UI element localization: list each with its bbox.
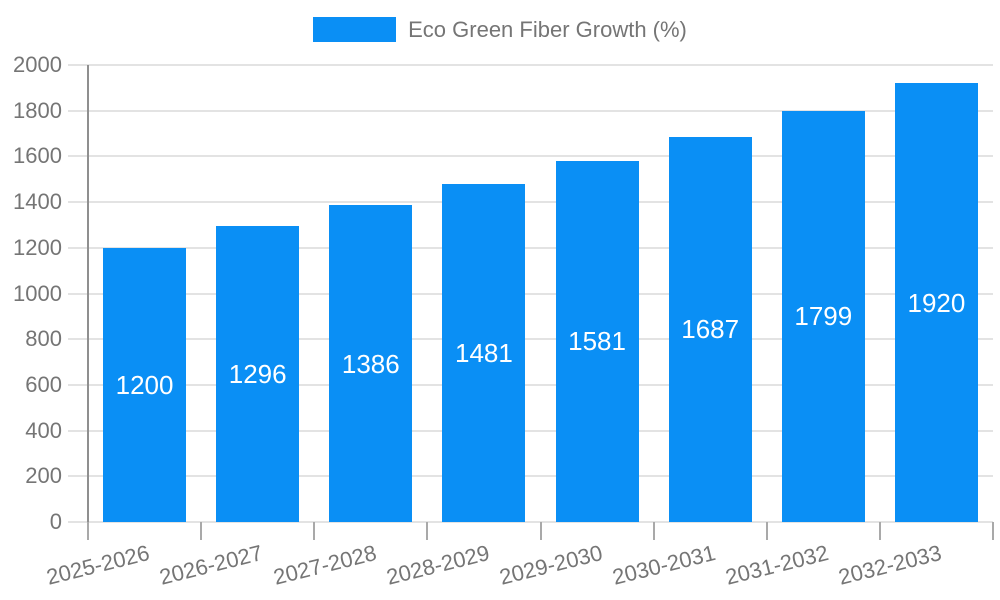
- bar-value-label: 1920: [907, 287, 966, 318]
- y-axis-tick-label: 0: [49, 509, 62, 534]
- legend-label: Eco Green Fiber Growth (%): [408, 17, 687, 42]
- bar[interactable]: 1481: [442, 183, 526, 522]
- x-axis-tick: [87, 522, 89, 540]
- legend: Eco Green Fiber Growth (%): [0, 17, 1000, 42]
- y-axis-tick-label: 2000: [13, 52, 62, 77]
- x-axis-tick: [426, 522, 429, 540]
- gridline: [68, 292, 993, 295]
- x-axis-category-label: 2028-2029: [383, 540, 492, 590]
- y-axis-tick-label: 600: [25, 371, 62, 397]
- y-axis-tick-label: 1200: [13, 234, 62, 260]
- y-axis-tick-label: 1400: [13, 189, 62, 215]
- bar-value-label: 1296: [228, 358, 287, 389]
- gridline: [68, 109, 993, 112]
- x-axis-category-label: 2029-2030: [496, 540, 605, 590]
- bar-value-label: 1200: [115, 369, 174, 400]
- gridline: [68, 64, 993, 66]
- bar[interactable]: 1386: [329, 205, 413, 522]
- x-axis-category-label: 2031-2032: [722, 540, 832, 590]
- x-axis-category-label: 2032-2033: [836, 540, 945, 590]
- x-axis-tick: [652, 522, 655, 540]
- y-axis-line: [87, 65, 89, 522]
- gridline: [68, 246, 993, 249]
- x-axis-category-label: 2025-2026: [44, 540, 153, 590]
- y-axis-tick-label: 1800: [13, 97, 62, 123]
- x-axis-tick: [200, 522, 203, 540]
- gridline: [68, 155, 993, 158]
- bar[interactable]: 1581: [555, 160, 639, 522]
- bar-value-label: 1481: [455, 337, 513, 368]
- x-axis-tick: [539, 522, 542, 540]
- gridline: [68, 475, 993, 478]
- x-axis-tick: [765, 522, 768, 540]
- bar-value-label: 1581: [568, 326, 626, 357]
- y-axis-tick-label: 1600: [13, 143, 62, 169]
- y-axis-tick-label: 800: [25, 326, 62, 352]
- gridline: [68, 201, 993, 204]
- bar-value-label: 1799: [794, 301, 853, 332]
- x-axis-tick: [992, 522, 994, 540]
- bar[interactable]: 1687: [668, 136, 752, 522]
- x-axis-tick: [313, 522, 316, 540]
- gridline: [68, 383, 993, 386]
- gridline: [68, 429, 993, 432]
- y-axis-tick-label: 200: [25, 463, 62, 489]
- y-axis-tick-label: 1000: [13, 280, 62, 306]
- gridline: [68, 521, 993, 523]
- legend-swatch: [313, 17, 397, 42]
- bar-value-label: 1687: [681, 314, 740, 345]
- x-axis-category-label: 2026-2027: [157, 540, 266, 590]
- bar[interactable]: 1799: [781, 110, 865, 522]
- y-axis-tick-label: 400: [25, 417, 62, 443]
- bar-value-label: 1386: [341, 348, 400, 379]
- bar[interactable]: 1296: [216, 225, 300, 522]
- gridline: [68, 338, 993, 341]
- bar[interactable]: 1200: [103, 247, 187, 522]
- x-axis-tick: [878, 522, 881, 540]
- bar[interactable]: 1920: [894, 83, 978, 522]
- x-axis-category-label: 2030-2031: [609, 540, 718, 590]
- x-axis-category-label: 2027-2028: [270, 540, 379, 590]
